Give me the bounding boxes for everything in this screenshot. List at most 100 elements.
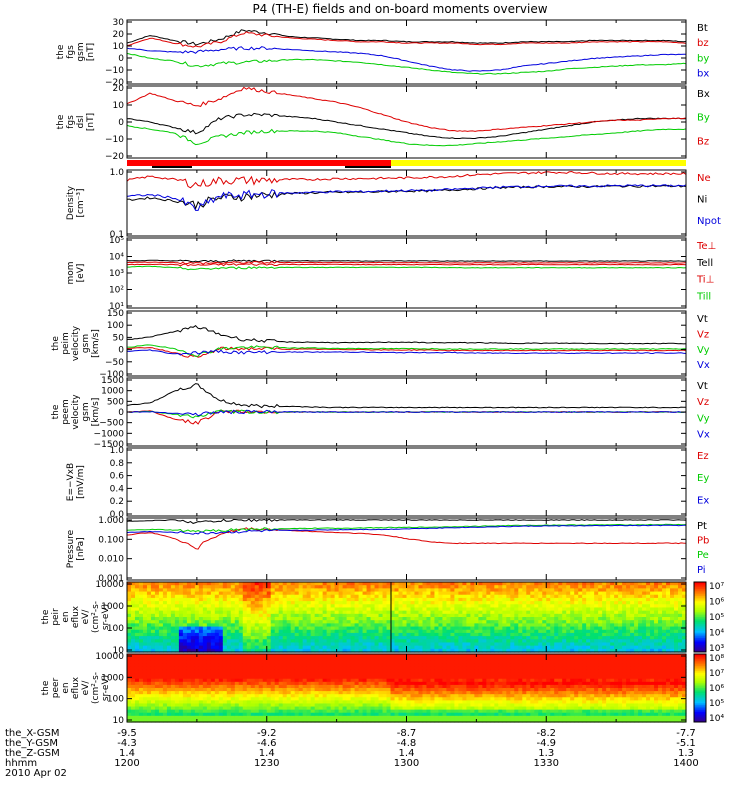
y-tick-label: 0.2 bbox=[110, 497, 124, 507]
legend-tell: Tell bbox=[696, 258, 713, 269]
y-axis-label-line: the bbox=[51, 336, 61, 351]
y-axis-label-line: [eV] bbox=[76, 264, 86, 283]
legend-bx: bx bbox=[697, 68, 709, 79]
y-axis-label-line: [nT] bbox=[86, 43, 96, 61]
y-axis-label-line: fgs bbox=[66, 45, 76, 59]
legend-by: by bbox=[697, 53, 709, 64]
y-tick-label: 10³ bbox=[109, 269, 124, 279]
y-tick-label: 10² bbox=[109, 286, 124, 296]
y-axis-label-line: en bbox=[61, 611, 71, 622]
y-tick-label: 1.0 bbox=[110, 168, 125, 178]
legend-vy: Vy bbox=[697, 413, 710, 424]
legend-ne: Ne bbox=[697, 173, 711, 184]
legend-by: By bbox=[697, 113, 710, 124]
series-by bbox=[127, 53, 686, 74]
legend-vy: Vy bbox=[697, 345, 710, 356]
panel-pressure: Pressure[nPa]PtPbPePi1.0000.1000.0100.00… bbox=[66, 516, 709, 584]
legend-vz: Vz bbox=[697, 329, 709, 340]
y-axis-label-line: [nT] bbox=[86, 113, 96, 131]
y-axis-label-line: eflux bbox=[71, 605, 81, 628]
y-axis-label-line: [mV/m] bbox=[76, 465, 86, 499]
y-axis-label-line: peer bbox=[51, 677, 61, 698]
y-axis-label-line: (cm²-s- bbox=[91, 601, 101, 633]
y-tick-label: 10⁴ bbox=[109, 253, 124, 263]
y-axis-label-line: peem bbox=[61, 399, 71, 425]
colorbar-tick-label: 10⁶ bbox=[709, 598, 724, 608]
y-axis-label-line: the bbox=[56, 44, 66, 59]
y-tick-label: 50 bbox=[113, 333, 125, 343]
series-ni bbox=[127, 185, 686, 208]
y-axis-label-line: velocity bbox=[71, 325, 81, 361]
y-axis-label: mom[eV] bbox=[66, 261, 86, 284]
legend-pb: Pb bbox=[697, 536, 709, 547]
y-axis-label-line: the bbox=[56, 114, 66, 129]
legend-ni: Ni bbox=[697, 194, 707, 205]
y-tick-label: 0.8 bbox=[110, 459, 125, 469]
y-tick-label: −20 bbox=[105, 152, 124, 162]
series-bx bbox=[127, 113, 686, 138]
y-tick-label: −500 bbox=[99, 419, 124, 429]
y-tick-label: 1000 bbox=[101, 387, 124, 397]
y-tick-label: −50 bbox=[105, 358, 124, 368]
legend-bz: Bz bbox=[697, 136, 709, 147]
panel-frame bbox=[127, 238, 686, 308]
series-npot bbox=[127, 185, 686, 211]
series-bz bbox=[127, 87, 686, 131]
y-tick-label: 10000 bbox=[95, 580, 124, 590]
y-axis-label-line: velocity bbox=[71, 394, 81, 430]
y-axis-label-line: [km/s] bbox=[91, 329, 101, 358]
legend-pi: Pi bbox=[697, 565, 706, 576]
legend-bt: Bt bbox=[697, 23, 708, 34]
y-axis-label: Density[cm⁻³] bbox=[66, 185, 86, 220]
legend-npot: Npot bbox=[697, 216, 721, 227]
y-tick-label: 1.0 bbox=[110, 446, 125, 456]
series-by bbox=[127, 125, 686, 145]
y-axis-label-line: gsm bbox=[81, 334, 91, 353]
legend-pe: Pe bbox=[697, 550, 709, 561]
series-pi bbox=[127, 525, 686, 534]
legend-vt: Vt bbox=[697, 314, 708, 325]
panel-frame bbox=[127, 20, 686, 84]
y-tick-label: 100 bbox=[107, 321, 124, 331]
panel-frame bbox=[127, 170, 686, 236]
series-vt bbox=[127, 326, 686, 344]
y-tick-label: 10 bbox=[113, 101, 125, 111]
series-till bbox=[127, 266, 686, 270]
y-axis-label-line: gsm bbox=[76, 42, 86, 61]
mode-bar-mark bbox=[152, 166, 192, 168]
series-ti⊥ bbox=[127, 262, 686, 265]
y-axis-label-line: mom bbox=[66, 261, 76, 284]
y-axis-label-line: eflux bbox=[71, 676, 81, 699]
y-tick-label: 100 bbox=[107, 624, 124, 634]
y-tick-label: 0.010 bbox=[98, 555, 124, 565]
y-tick-label: 500 bbox=[107, 397, 124, 407]
panel-frame bbox=[127, 448, 686, 516]
y-tick-label: 0.6 bbox=[110, 472, 125, 482]
legend-pt: Pt bbox=[697, 521, 707, 532]
y-axis-label-line: en bbox=[61, 682, 71, 693]
y-tick-label: 0 bbox=[118, 54, 124, 64]
series-tell bbox=[127, 260, 686, 262]
y-axis-label-line: Density bbox=[66, 185, 76, 220]
series-vt bbox=[127, 384, 686, 408]
y-axis-label-line: Pressure bbox=[66, 529, 76, 568]
mode-bar-mark bbox=[345, 166, 391, 168]
legend-till: Till bbox=[696, 291, 711, 302]
y-axis-label-line: (cm²-s- bbox=[91, 672, 101, 704]
y-tick-label: 1500 bbox=[101, 376, 124, 386]
y-tick-label: −10 bbox=[105, 135, 124, 145]
colorbar-tick-label: 10⁴ bbox=[709, 629, 724, 639]
y-tick-label: 0 bbox=[118, 408, 124, 418]
